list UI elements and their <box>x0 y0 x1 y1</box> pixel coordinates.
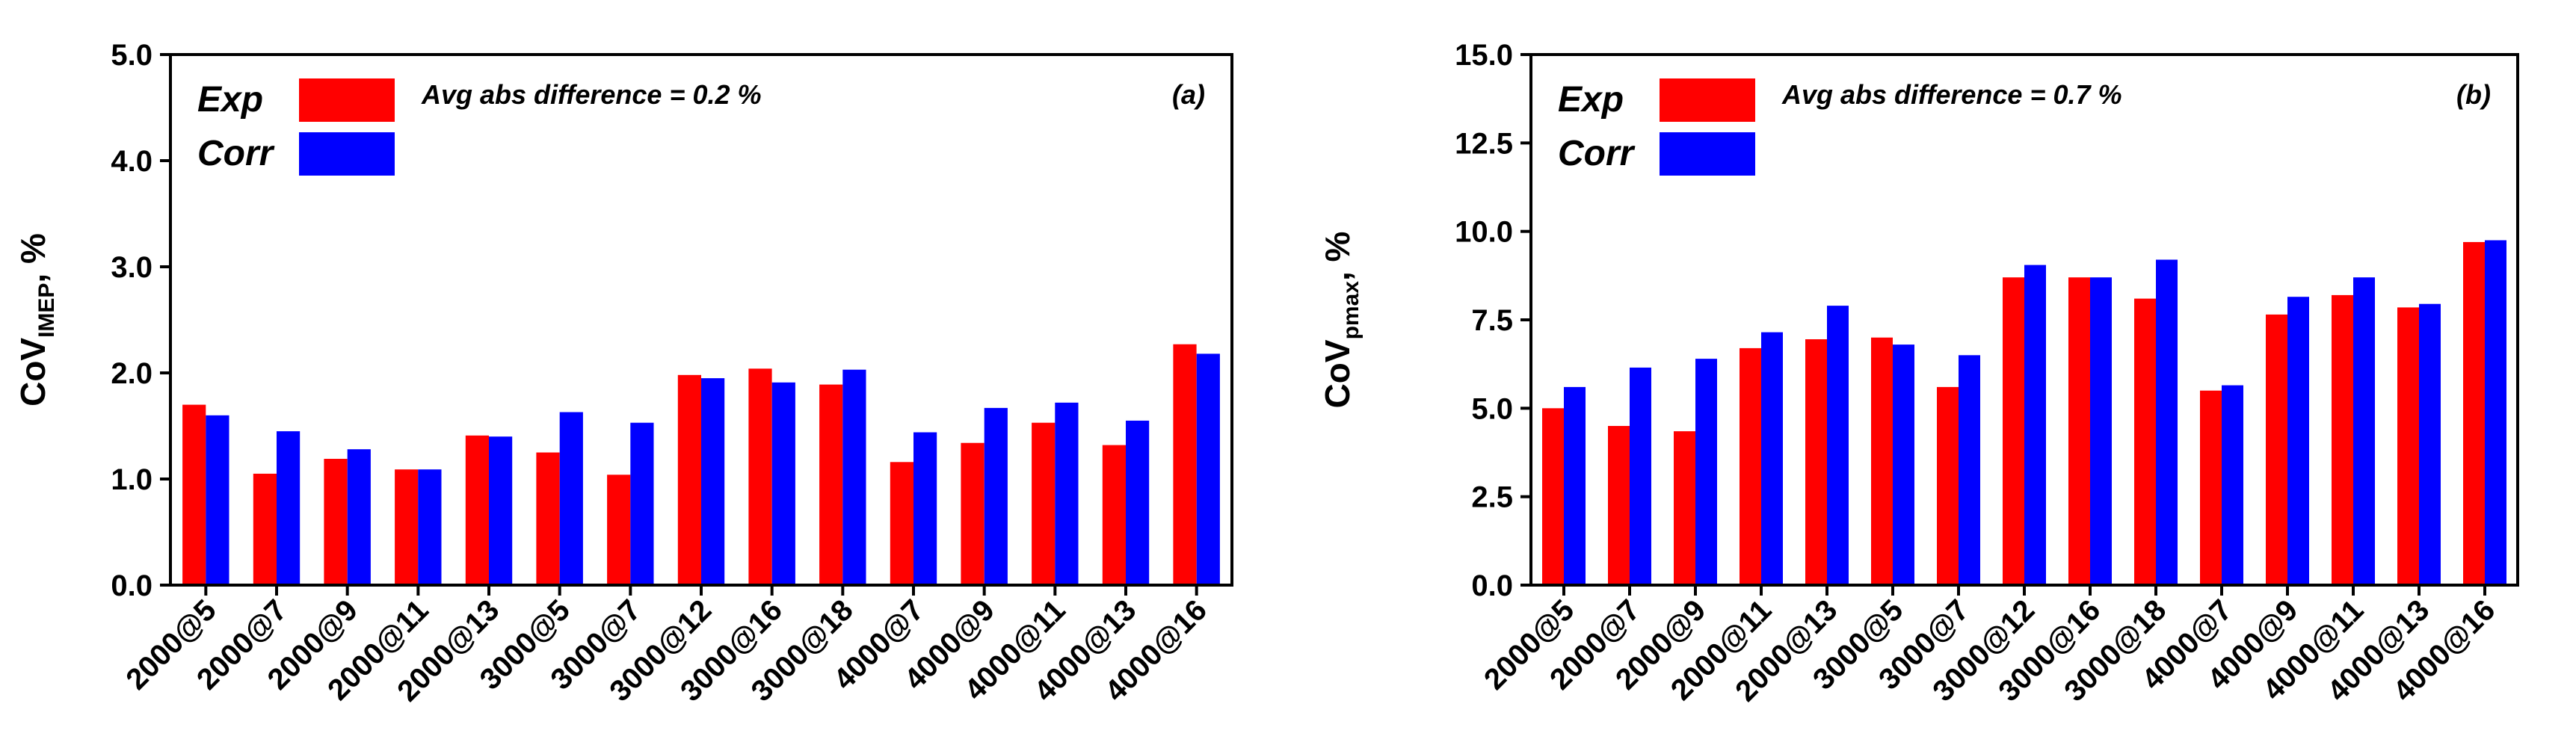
bar-corr-3000@7 <box>1959 355 1980 585</box>
y-tick-label: 10.0 <box>1455 216 1513 249</box>
bar-exp-2000@11 <box>1740 347 1761 585</box>
legend-label-exp: Exp <box>197 80 263 120</box>
y-tick-label: 5.0 <box>1471 392 1513 425</box>
bar-corr-3000@16 <box>2090 277 2112 585</box>
y-tick-label: 0.0 <box>1471 569 1513 602</box>
bar-corr-2000@5 <box>206 415 229 585</box>
bar-corr-2000@7 <box>277 431 301 585</box>
legend-swatch-exp <box>1660 78 1755 122</box>
bar-corr-3000@12 <box>701 378 725 585</box>
bar-exp-4000@13 <box>1102 445 1126 585</box>
bar-corr-3000@12 <box>2024 265 2046 585</box>
bar-exp-3000@5 <box>1871 337 1893 585</box>
bar-exp-4000@7 <box>2200 390 2222 585</box>
bar-exp-3000@7 <box>607 475 631 585</box>
y-axis-label: CoVIMEP, % <box>13 233 59 407</box>
legend-label-corr: Corr <box>197 134 275 173</box>
bar-exp-2000@11 <box>395 469 419 585</box>
bar-exp-4000@13 <box>2397 307 2419 585</box>
y-tick-label: 0.0 <box>111 569 152 602</box>
bar-exp-3000@12 <box>677 374 701 585</box>
bar-exp-2000@13 <box>465 435 489 585</box>
bar-exp-3000@7 <box>1937 386 1959 585</box>
bar-corr-4000@9 <box>984 407 1008 585</box>
bar-corr-2000@11 <box>418 469 442 585</box>
bar-exp-2000@9 <box>324 459 348 585</box>
y-tick-label: 5.0 <box>111 39 152 72</box>
annotation: Avg abs difference = 0.2 % <box>421 79 762 110</box>
legend-swatch-corr <box>299 132 395 176</box>
bar-corr-3000@16 <box>771 382 795 585</box>
bar-exp-2000@5 <box>182 404 206 585</box>
y-tick-label: 1.0 <box>111 463 152 496</box>
bar-corr-4000@9 <box>2287 297 2309 585</box>
bar-exp-2000@5 <box>1542 408 1564 585</box>
bar-exp-3000@18 <box>2134 298 2156 585</box>
bar-exp-2000@13 <box>1805 339 1827 585</box>
bar-exp-3000@16 <box>748 368 772 585</box>
bar-corr-4000@13 <box>1126 420 1150 585</box>
legend-swatch-corr <box>1660 132 1755 176</box>
bar-corr-2000@13 <box>489 436 513 585</box>
bar-corr-3000@18 <box>2156 259 2178 585</box>
bar-corr-4000@7 <box>2222 385 2243 585</box>
bar-corr-2000@5 <box>1564 386 1586 585</box>
bar-exp-4000@11 <box>1032 422 1056 585</box>
bar-corr-3000@5 <box>559 412 583 585</box>
bar-corr-4000@16 <box>2485 240 2506 585</box>
bar-corr-4000@11 <box>2353 277 2375 585</box>
y-tick-label: 7.5 <box>1471 304 1513 337</box>
bar-exp-2000@9 <box>1674 431 1695 585</box>
chart-panel-a: 0.01.02.03.04.05.02000@52000@72000@92000… <box>13 39 1233 708</box>
y-tick-label: 2.5 <box>1471 481 1513 514</box>
bar-corr-4000@13 <box>2419 303 2441 585</box>
bar-corr-2000@7 <box>1630 367 1651 585</box>
bar-exp-4000@11 <box>2332 294 2353 585</box>
y-axis-label: CoVpmax, % <box>1318 232 1364 409</box>
bar-corr-4000@11 <box>1055 402 1079 585</box>
bar-corr-4000@7 <box>913 432 937 585</box>
legend-label-exp: Exp <box>1558 80 1624 120</box>
y-tick-label: 15.0 <box>1455 39 1513 72</box>
legend-swatch-exp <box>299 78 395 122</box>
bar-corr-2000@9 <box>1695 359 1717 585</box>
bar-corr-2000@11 <box>1761 332 1783 585</box>
bar-exp-4000@9 <box>2266 314 2287 585</box>
panel-label: (a) <box>1172 79 1205 110</box>
annotation: Avg abs difference = 0.7 % <box>1781 79 2122 110</box>
bar-exp-3000@16 <box>2068 277 2090 585</box>
bar-exp-4000@7 <box>890 462 913 585</box>
bar-exp-3000@12 <box>2003 277 2024 585</box>
y-tick-label: 12.5 <box>1455 127 1513 160</box>
bar-corr-2000@13 <box>1827 306 1849 585</box>
bar-corr-3000@5 <box>1893 344 1914 585</box>
bar-corr-2000@9 <box>347 449 371 585</box>
panel-label: (b) <box>2456 79 2491 110</box>
bar-exp-2000@7 <box>253 473 277 585</box>
bar-exp-3000@18 <box>819 384 843 585</box>
y-tick-label: 3.0 <box>111 251 152 284</box>
bar-exp-4000@9 <box>961 442 985 585</box>
bar-exp-4000@16 <box>2463 241 2485 585</box>
bar-corr-4000@16 <box>1196 353 1220 585</box>
bar-exp-3000@5 <box>536 452 560 585</box>
bar-exp-2000@7 <box>1608 426 1630 585</box>
legend-label-corr: Corr <box>1558 134 1636 173</box>
bar-exp-4000@16 <box>1173 344 1197 585</box>
chart-panel-b: 0.02.55.07.510.012.515.02000@52000@72000… <box>1318 39 2519 708</box>
y-tick-label: 4.0 <box>111 145 152 178</box>
bar-corr-3000@7 <box>630 422 654 585</box>
bar-corr-3000@18 <box>842 369 866 585</box>
y-tick-label: 2.0 <box>111 357 152 390</box>
